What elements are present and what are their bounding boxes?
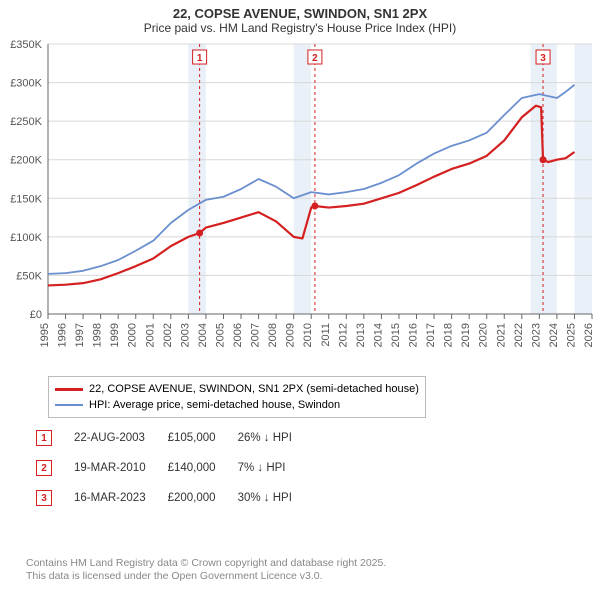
svg-text:2014: 2014 (372, 323, 384, 347)
event-badge: 1 (36, 430, 52, 446)
legend-swatch (55, 404, 83, 406)
svg-text:1998: 1998 (92, 323, 104, 347)
svg-text:£300K: £300K (10, 78, 42, 90)
event-delta: 30% ↓ HPI (232, 484, 306, 512)
svg-text:1999: 1999 (109, 323, 121, 347)
event-date: 19-MAR-2010 (68, 454, 160, 482)
legend-label: 22, COPSE AVENUE, SWINDON, SN1 2PX (semi… (89, 383, 419, 395)
event-row: 1 22-AUG-2003£105,00026% ↓ HPI (30, 424, 306, 452)
event-row: 3 16-MAR-2023£200,00030% ↓ HPI (30, 484, 306, 512)
svg-text:2013: 2013 (355, 323, 367, 347)
svg-text:2016: 2016 (408, 323, 420, 347)
footer-line: This data is licensed under the Open Gov… (26, 570, 386, 584)
event-price: £105,000 (162, 424, 230, 452)
event-delta: 7% ↓ HPI (232, 454, 306, 482)
svg-text:£200K: £200K (10, 155, 42, 167)
svg-text:2005: 2005 (214, 323, 226, 347)
event-badge: 2 (36, 460, 52, 476)
svg-text:2002: 2002 (162, 323, 174, 347)
event-price: £140,000 (162, 454, 230, 482)
price-chart: £0 £50K £100K £150K £200K £250K £300K £350K 1995… (0, 40, 600, 370)
legend-item: 22, COPSE AVENUE, SWINDON, SN1 2PX (semi… (55, 381, 419, 397)
svg-text:2003: 2003 (179, 323, 191, 347)
svg-text:1: 1 (197, 53, 203, 64)
svg-text:2023: 2023 (530, 323, 542, 347)
svg-text:2024: 2024 (548, 323, 560, 347)
events-table: 1 22-AUG-2003£105,00026% ↓ HPI 2 19-MAR-201… (28, 422, 308, 514)
copyright-footer: Contains HM Land Registry data © Crown c… (26, 557, 386, 584)
svg-text:2020: 2020 (478, 323, 490, 347)
svg-text:2007: 2007 (250, 323, 262, 347)
event-date: 22-AUG-2003 (68, 424, 160, 452)
svg-text:2011: 2011 (320, 323, 332, 347)
svg-text:2026: 2026 (583, 323, 595, 347)
svg-text:2004: 2004 (197, 323, 209, 347)
svg-text:3: 3 (540, 53, 546, 64)
svg-text:£100K: £100K (10, 232, 42, 244)
svg-text:1997: 1997 (74, 323, 86, 347)
svg-text:£150K: £150K (10, 193, 42, 205)
svg-text:1995: 1995 (39, 323, 51, 347)
svg-text:2000: 2000 (127, 323, 139, 347)
svg-text:2008: 2008 (267, 323, 279, 347)
page-subtitle: Price paid vs. HM Land Registry's House … (0, 21, 600, 39)
svg-text:2: 2 (312, 53, 318, 64)
svg-text:2017: 2017 (425, 323, 437, 347)
svg-text:2018: 2018 (443, 323, 455, 347)
event-date: 16-MAR-2023 (68, 484, 160, 512)
svg-text:£50K: £50K (16, 270, 42, 282)
svg-text:2006: 2006 (232, 323, 244, 347)
svg-text:2021: 2021 (495, 323, 507, 347)
chart-legend: 22, COPSE AVENUE, SWINDON, SN1 2PX (semi… (48, 376, 426, 418)
svg-text:2001: 2001 (144, 323, 156, 347)
svg-text:2010: 2010 (302, 323, 314, 347)
svg-text:£250K: £250K (10, 116, 42, 128)
svg-text:2025: 2025 (565, 323, 577, 347)
legend-item: HPI: Average price, semi-detached house,… (55, 397, 419, 413)
event-price: £200,000 (162, 484, 230, 512)
svg-text:1996: 1996 (57, 323, 69, 347)
legend-label: HPI: Average price, semi-detached house,… (89, 399, 340, 411)
event-delta: 26% ↓ HPI (232, 424, 306, 452)
svg-text:£350K: £350K (10, 40, 42, 51)
svg-text:2015: 2015 (390, 323, 402, 347)
svg-text:£0: £0 (30, 309, 42, 321)
page-title: 22, COPSE AVENUE, SWINDON, SN1 2PX (0, 0, 600, 21)
svg-text:2009: 2009 (285, 323, 297, 347)
footer-line: Contains HM Land Registry data © Crown c… (26, 557, 386, 571)
svg-text:2019: 2019 (460, 323, 472, 347)
legend-swatch (55, 388, 83, 391)
svg-text:2012: 2012 (337, 323, 349, 347)
event-row: 2 19-MAR-2010£140,0007% ↓ HPI (30, 454, 306, 482)
event-badge: 3 (36, 490, 52, 506)
svg-text:2022: 2022 (513, 323, 525, 347)
